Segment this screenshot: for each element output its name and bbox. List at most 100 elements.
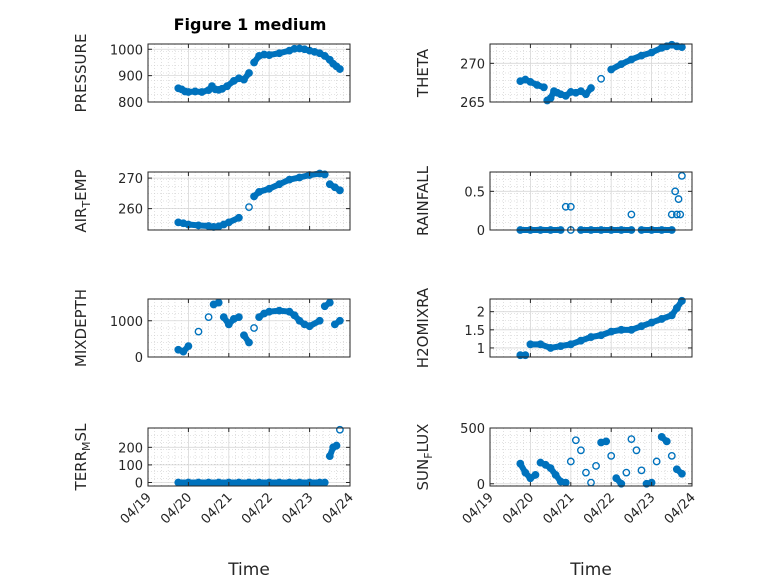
y-tick-label: 100 [118, 459, 143, 474]
data-point [667, 210, 676, 219]
subplot-mixdepth: 0 1000 MIXDEPTH [72, 289, 351, 367]
data-point [335, 425, 344, 434]
data-point [250, 324, 258, 332]
y-tick-label: 500 [460, 422, 485, 437]
y-tick-label: 1 [477, 342, 485, 357]
data-markers [516, 296, 686, 360]
data-point [678, 171, 686, 180]
y-tick-label: 1000 [110, 43, 143, 58]
data-markers [174, 169, 344, 231]
y-axis-label: TERRMSL [72, 423, 93, 492]
subplot-rainfall: 0 0.5 RAINFALL [414, 165, 693, 239]
marker-trace [517, 433, 685, 487]
y-tick-label: 1.5 [464, 324, 485, 339]
y-tick-label: 270 [460, 57, 485, 72]
x-axis-label: Time [569, 560, 612, 580]
subplot-sun-flux: 0 500 04/19 04/20 04/21 04/22 04/23 04/24 Time SU… [414, 422, 699, 580]
data-point [652, 457, 661, 466]
data-markers [174, 298, 344, 356]
data-point [672, 210, 681, 219]
y-tick-label: 270 [118, 172, 143, 187]
data-point [627, 210, 636, 219]
y-axis-label: THETA [414, 48, 432, 98]
axes-box [489, 298, 693, 358]
x-tick-label: 04/20 [500, 490, 537, 527]
axes-box [147, 298, 351, 358]
data-point [577, 446, 585, 455]
x-tick-label: 04/22 [581, 490, 618, 527]
x-tick-label: 04/19 [118, 490, 155, 527]
x-tick-label: 04/24 [320, 490, 357, 527]
data-point [561, 202, 570, 211]
x-tick-label: 04/24 [662, 490, 699, 527]
y-axis-label: AIRTEMP [72, 169, 93, 232]
minor-grid [489, 172, 693, 230]
y-tick-label: 2 [477, 306, 485, 321]
data-markers [516, 433, 686, 488]
x-tick-label: 04/23 [621, 490, 658, 527]
x-tick-label: 04/21 [199, 490, 236, 527]
data-point [627, 435, 636, 444]
data-point [566, 202, 575, 211]
y-tick-label: 0 [135, 351, 143, 366]
marker-trace [175, 170, 343, 230]
y-tick-label: 265 [460, 96, 485, 111]
marker-trace [175, 299, 343, 355]
x-tick-label: 04/20 [158, 490, 195, 527]
y-axis-label: PRESSURE [72, 34, 90, 113]
subplot-terr-msl: 0 100 200 04/19 04/20 04/21 04/22 04/23 04/24 Tim… [72, 423, 357, 580]
axes-box [147, 43, 351, 103]
y-axis-label: SUNFLUX [414, 424, 435, 491]
data-point [571, 436, 580, 445]
data-point [674, 195, 683, 203]
y-tick-label: 0.5 [464, 185, 485, 200]
data-point [607, 451, 616, 460]
data-markers [516, 40, 686, 105]
data-point [667, 451, 676, 460]
x-tick-label: 04/21 [541, 490, 578, 527]
y-tick-label: 260 [118, 203, 143, 218]
x-tick-label: 04/22 [239, 490, 276, 527]
y-tick-label: 200 [118, 441, 143, 456]
x-axis-label: Time [227, 560, 270, 580]
marker-trace [517, 297, 685, 359]
minor-grid [147, 428, 351, 486]
y-tick-label: 0 [477, 478, 485, 493]
x-tick-label: 04/23 [279, 490, 316, 527]
data-point [597, 74, 605, 83]
subplot-air-temp: 260 270 AIRTEMP [72, 169, 351, 233]
data-point [325, 452, 334, 461]
y-axis-label: RAINFALL [414, 165, 432, 236]
data-point [204, 313, 213, 322]
data-point [592, 462, 600, 470]
x-tick-label: 04/19 [460, 490, 497, 527]
subplot-h2omixra: 1 1.5 2 H2OMIXRA [414, 287, 693, 368]
data-point [676, 210, 685, 219]
axes-box [489, 43, 693, 103]
data-point [582, 468, 590, 477]
axes-box [147, 427, 351, 487]
axes-box [147, 171, 351, 231]
data-point [245, 203, 253, 212]
subplot-theta: 265 270 THETA [414, 40, 693, 111]
y-tick-label: 900 [118, 70, 143, 85]
y-tick-label: 1000 [110, 315, 143, 330]
data-point [632, 446, 641, 455]
y-tick-label: 0 [135, 476, 143, 491]
y-tick-label: 0 [477, 224, 485, 239]
y-axis-label: H2OMIXRA [414, 287, 432, 368]
data-point [671, 187, 680, 196]
marker-trace [175, 45, 343, 95]
data-point [566, 457, 575, 466]
y-tick-label: 800 [118, 96, 143, 111]
marker-trace [517, 41, 685, 104]
data-point [332, 441, 341, 450]
axes-box [489, 427, 693, 487]
y-axis-label: MIXDEPTH [72, 289, 90, 367]
data-point [637, 466, 646, 475]
data-markers [174, 44, 344, 96]
data-point [194, 327, 203, 336]
figure-title: Figure 1 medium [174, 15, 327, 34]
